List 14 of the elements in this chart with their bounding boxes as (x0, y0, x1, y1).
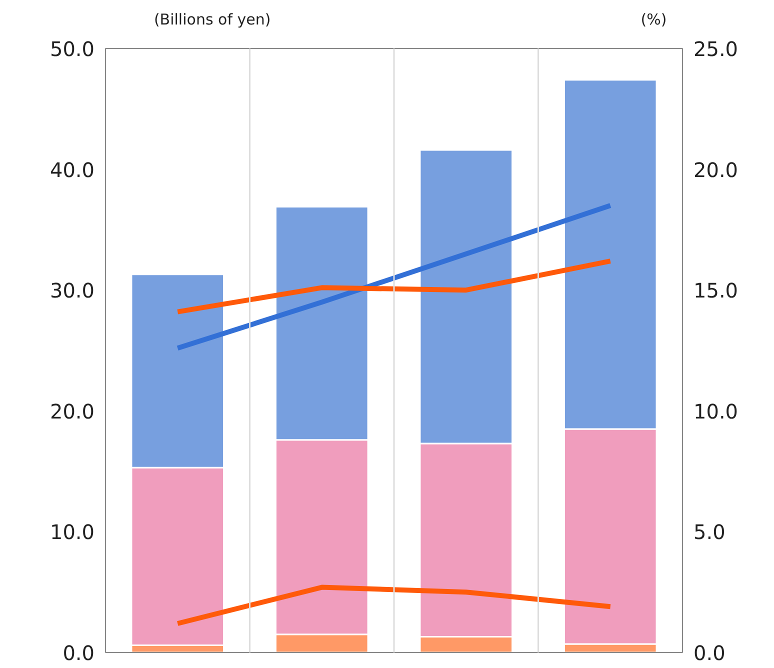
y-tick-label: 50.0 (50, 37, 94, 61)
y2-tick-label: 10.0 (694, 399, 738, 424)
y-axis-title: (Billions of yen) (154, 10, 271, 28)
y-tick-label: 30.0 (50, 278, 94, 303)
y2-axis-title: (%) (640, 10, 667, 28)
y-tick-label: 20.0 (50, 399, 94, 424)
y-tick-label: 10.0 (50, 520, 94, 544)
y2-tick-label: 20.0 (694, 158, 738, 182)
y2-tick-label: 5.0 (694, 520, 726, 544)
y2-tick-label: 0.0 (694, 641, 726, 665)
y2-tick-label: 15.0 (694, 278, 738, 303)
y-tick-label: 40.0 (50, 158, 94, 182)
y2-tick-label: 25.0 (694, 37, 738, 61)
y-tick-label: 0.0 (62, 641, 95, 665)
